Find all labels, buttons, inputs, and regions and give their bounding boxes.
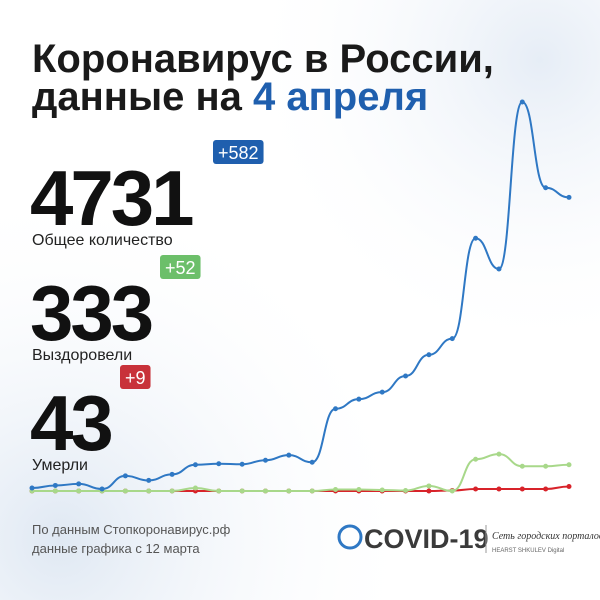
point [262, 457, 268, 463]
point [403, 373, 409, 379]
point [566, 483, 572, 489]
title: данные на [32, 75, 243, 119]
logo: COVID-19 [364, 524, 489, 554]
point [122, 473, 128, 479]
point [76, 488, 82, 494]
stat-label: Умерли [32, 457, 88, 474]
point [169, 488, 175, 494]
point [379, 487, 385, 493]
point [239, 488, 245, 494]
point [473, 235, 479, 241]
point [52, 488, 58, 494]
point [216, 461, 222, 467]
point [449, 488, 455, 494]
point [192, 485, 198, 491]
point [543, 463, 549, 469]
stat-label: Выздоровели [32, 347, 132, 364]
point [519, 463, 525, 469]
stat-value: 333 [30, 269, 152, 357]
point [192, 462, 198, 468]
badge [213, 140, 264, 164]
point [566, 462, 572, 468]
point [146, 488, 152, 494]
point [543, 486, 549, 492]
point [99, 486, 105, 492]
point [333, 406, 339, 412]
line [31, 453, 570, 493]
point [543, 185, 549, 191]
point [449, 336, 455, 342]
point [122, 488, 128, 494]
point [146, 477, 152, 483]
point [76, 481, 82, 487]
point [309, 488, 315, 494]
point [309, 459, 315, 465]
point [496, 451, 502, 457]
point [496, 266, 502, 272]
point [169, 471, 175, 477]
point [333, 486, 339, 492]
stat-label: Общее количество [32, 232, 173, 249]
stat-value: 43 [30, 379, 111, 467]
source: данные графика с 12 марта [32, 541, 200, 556]
title: Коронавирус в России, [32, 37, 494, 81]
point [566, 194, 572, 200]
point [403, 487, 409, 493]
logo-icon [337, 524, 363, 550]
point [379, 389, 385, 395]
point [426, 483, 432, 489]
title-date: 4 апреля [253, 75, 428, 119]
title: данные на 4 апреля [32, 75, 428, 119]
network: Сеть городских порталов [492, 531, 600, 542]
brand: HEARST SHKULEV Digital [492, 548, 564, 554]
point [426, 352, 432, 358]
point [286, 452, 292, 458]
point [426, 488, 432, 494]
point [519, 99, 525, 105]
point [519, 486, 525, 492]
chart [29, 99, 572, 494]
point [473, 456, 479, 462]
badge [120, 365, 151, 389]
point [216, 488, 222, 494]
point [356, 486, 362, 492]
badge [160, 255, 201, 279]
stat-delta: +9 [125, 368, 146, 388]
point [29, 485, 35, 491]
source: По данным Стопкоронавирус.рф [32, 522, 231, 537]
point [262, 488, 268, 494]
point [473, 486, 479, 492]
point [52, 482, 58, 488]
stat-value: 4731 [30, 154, 193, 242]
stat-delta: +582 [218, 143, 259, 163]
stat-delta: +52 [165, 258, 196, 278]
point [239, 461, 245, 467]
point [286, 488, 292, 494]
point [496, 486, 502, 492]
point [356, 396, 362, 402]
